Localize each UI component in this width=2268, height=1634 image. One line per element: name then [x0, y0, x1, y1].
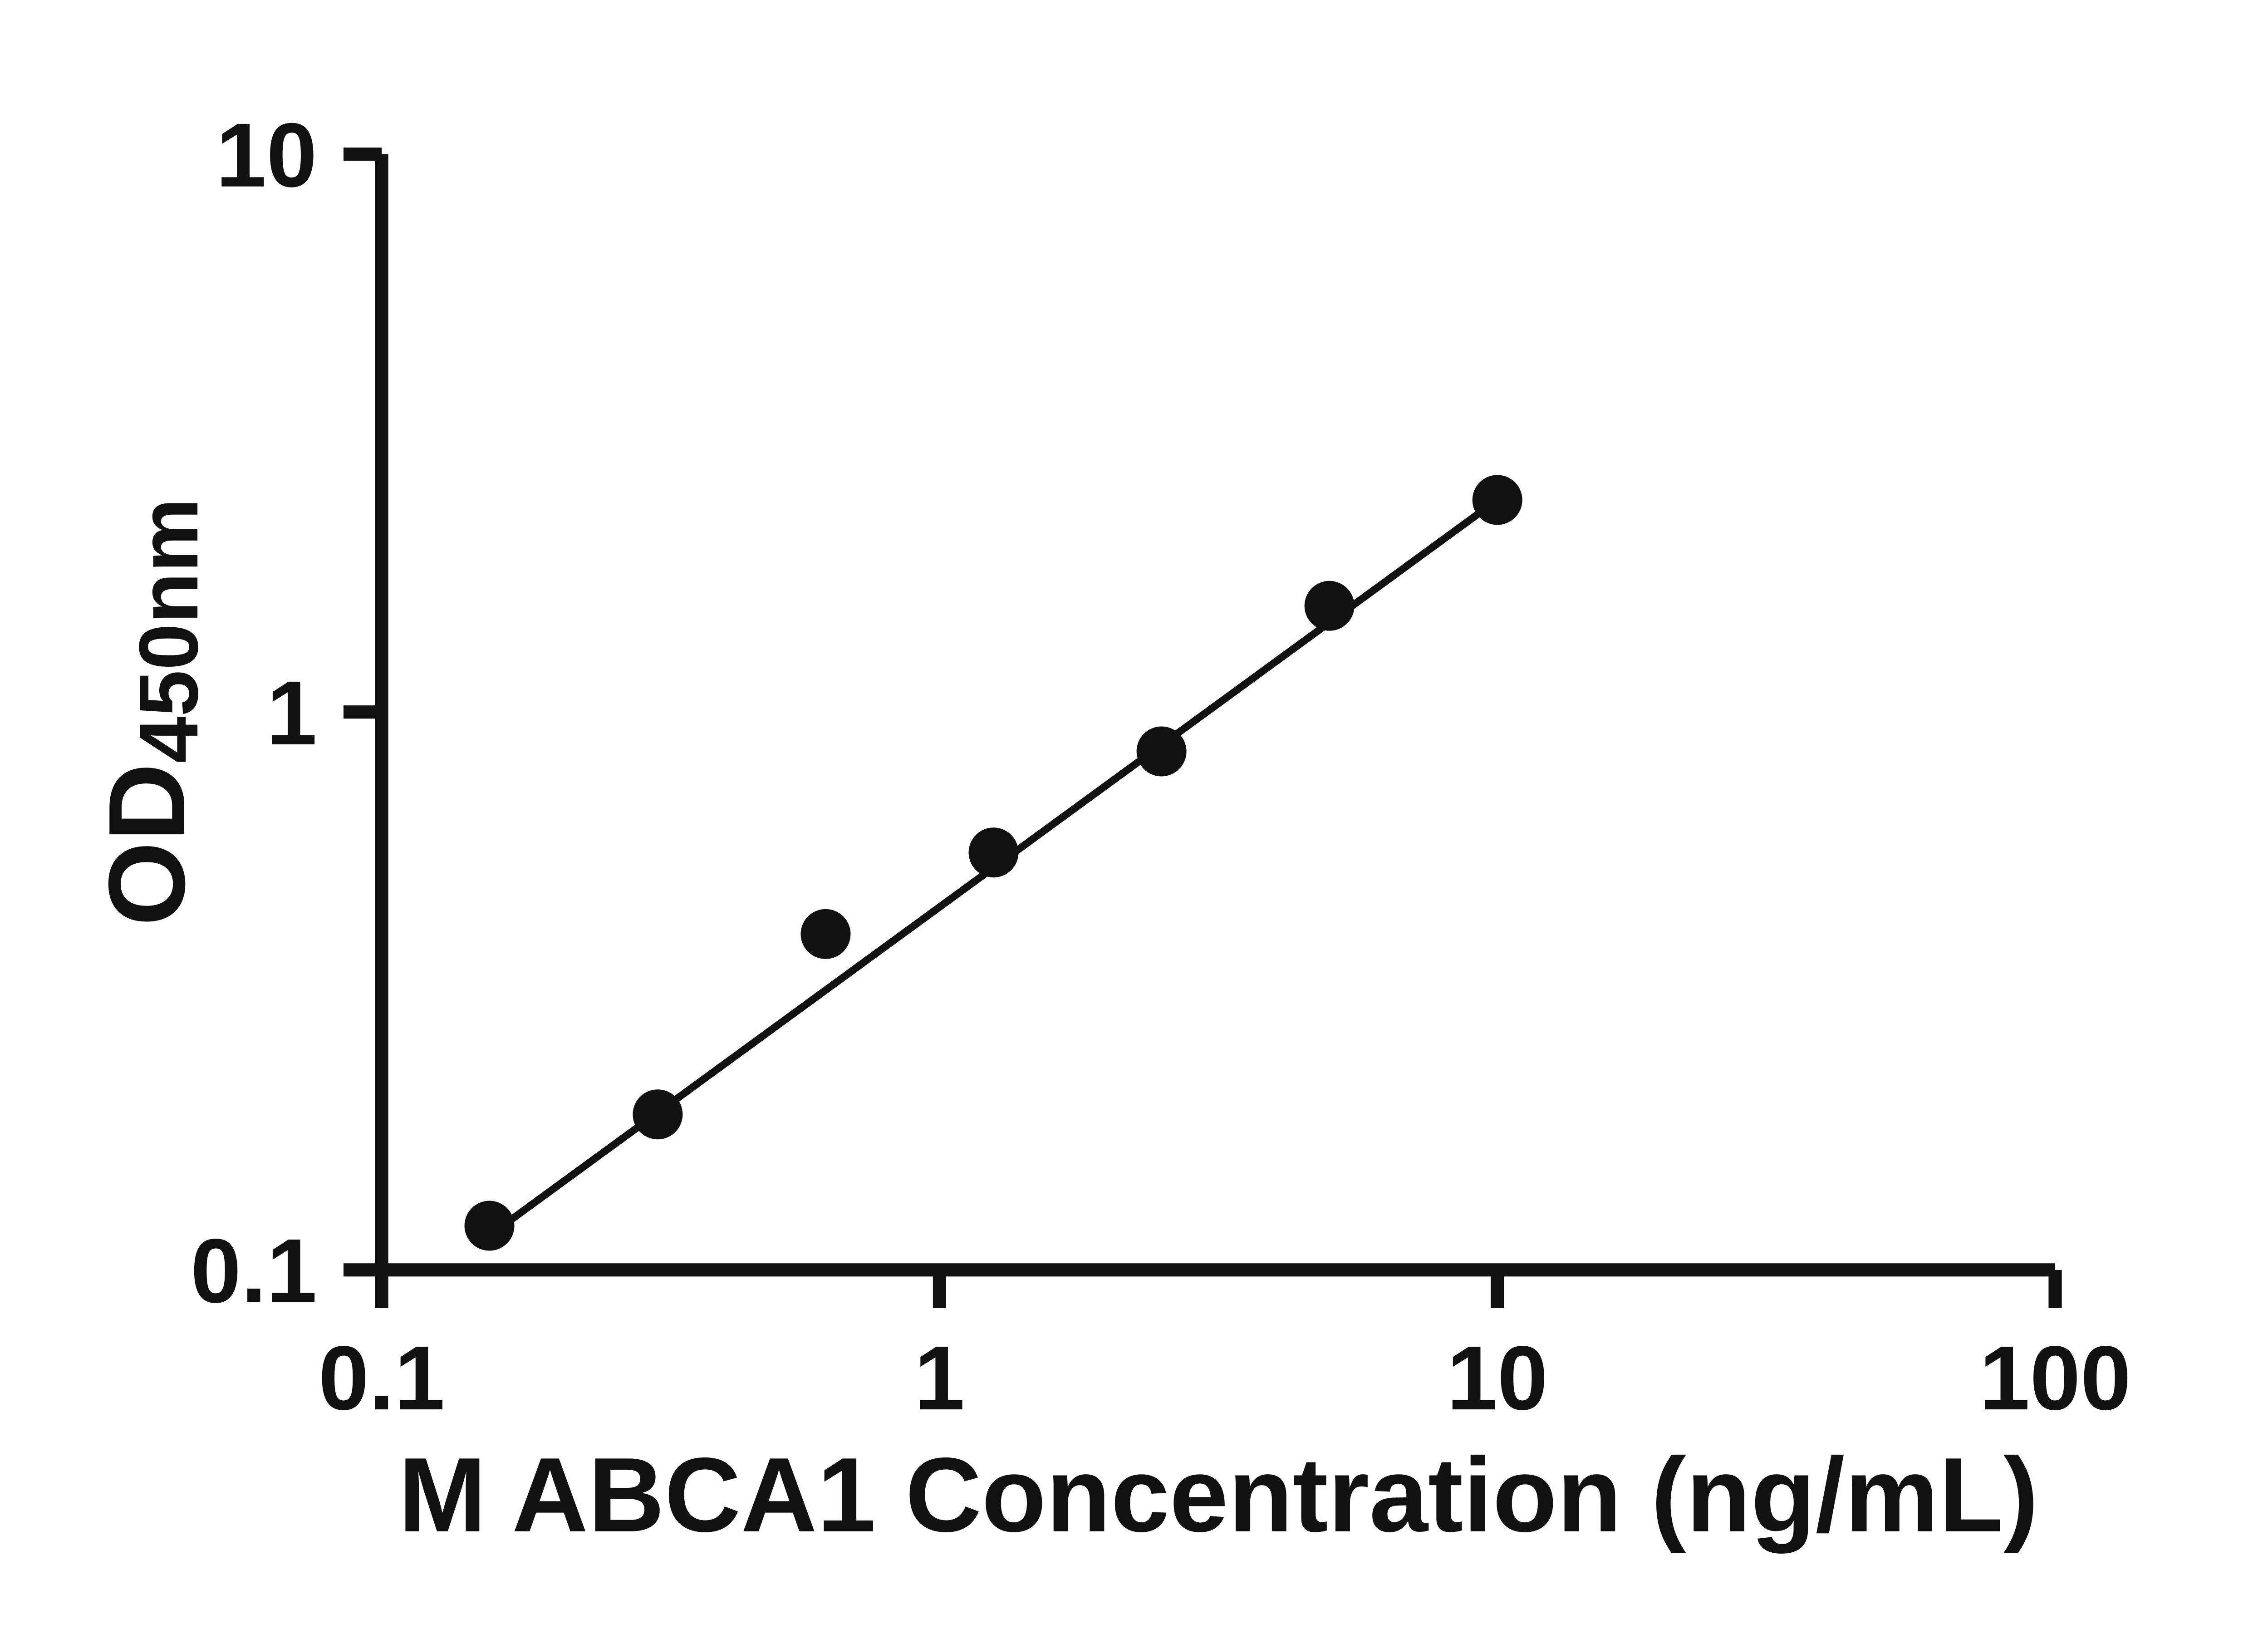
data-point [968, 827, 1019, 878]
data-point [1136, 726, 1187, 777]
data-point [800, 909, 851, 959]
data-point [1304, 581, 1355, 631]
data-point [1472, 475, 1522, 525]
y-axis-title: OD450nm [84, 498, 216, 926]
x-tick-label: 1 [914, 1327, 965, 1429]
data-point [633, 1089, 683, 1140]
y-axis-title-sub: 450nm [123, 498, 217, 763]
x-tick-label: 0.1 [319, 1327, 445, 1429]
y-tick-label: 0.1 [191, 1220, 317, 1322]
y-axis-title-main: OD [86, 763, 208, 926]
x-tick-label: 10 [1447, 1327, 1548, 1429]
x-tick-label: 100 [1979, 1327, 2131, 1429]
y-tick-label: 1 [266, 662, 317, 764]
data-point [464, 1201, 515, 1251]
y-tick-label: 10 [216, 104, 317, 206]
x-axis-title: M ABCA1 Concentration (ng/mL) [398, 1437, 2039, 1555]
